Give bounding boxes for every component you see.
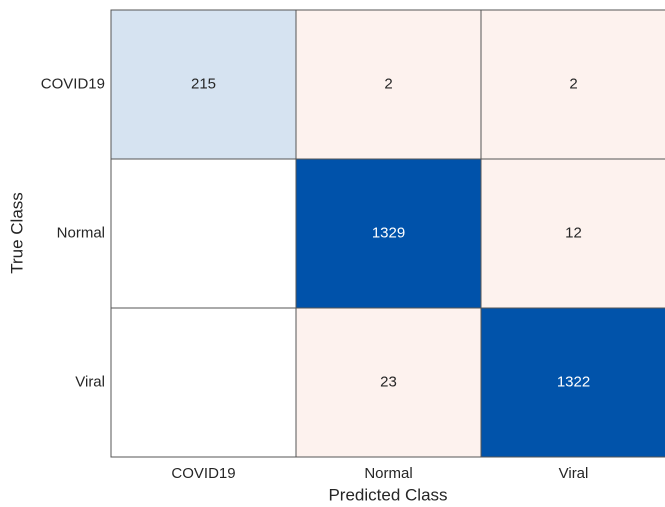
- y-tick-label: COVID19: [41, 75, 105, 92]
- y-axis-title: True Class: [7, 192, 26, 274]
- cell: [480, 158, 665, 309]
- cell: [295, 158, 482, 309]
- cell: [110, 9, 297, 160]
- cell-value: 2: [569, 75, 577, 92]
- x-tick-label: Normal: [364, 465, 412, 482]
- cell: [480, 307, 665, 458]
- cell-value: 1329: [372, 224, 405, 241]
- x-axis-title: Predicted Class: [328, 485, 447, 504]
- x-tick-label: Viral: [559, 465, 589, 482]
- cell: [295, 9, 482, 160]
- cell: [110, 307, 297, 458]
- cell: [110, 158, 297, 309]
- cell-value: 2: [384, 75, 392, 92]
- cell-value: 1322: [557, 373, 590, 390]
- x-tick-label: COVID19: [171, 465, 235, 482]
- y-tick-label: Normal: [57, 224, 105, 241]
- cell-value: 215: [191, 75, 216, 92]
- cell-value: 12: [565, 224, 582, 241]
- y-tick-label: Viral: [75, 373, 105, 390]
- cell-value: 23: [380, 373, 397, 390]
